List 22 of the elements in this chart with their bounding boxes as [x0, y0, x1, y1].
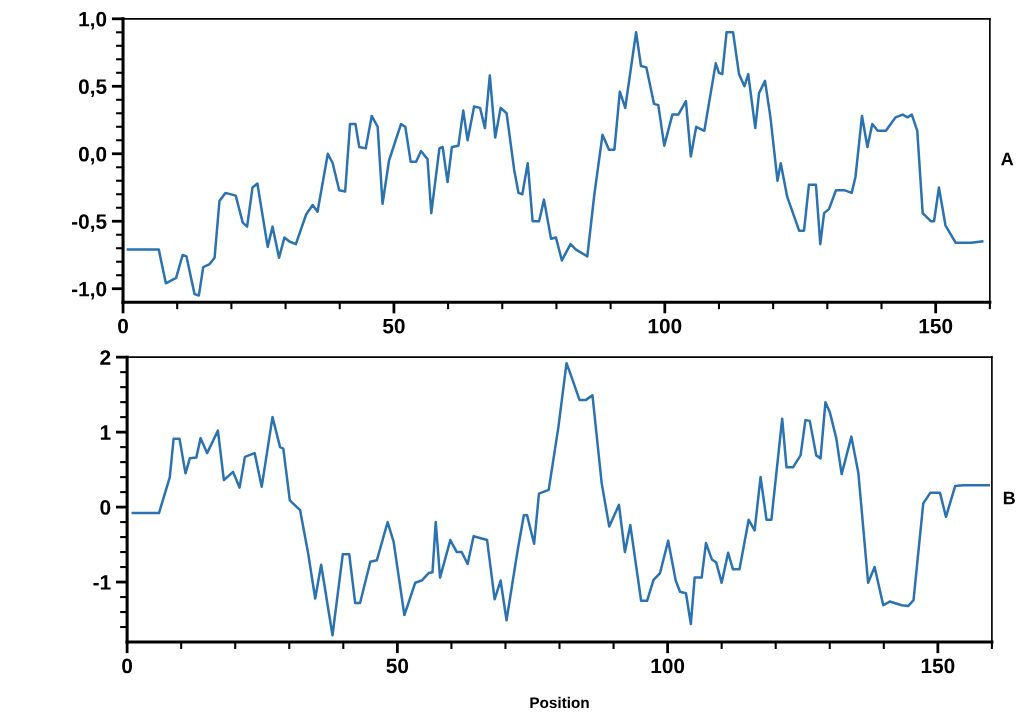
line-series: [126, 31, 984, 297]
text: B: [1003, 491, 1015, 505]
y-tick-label: -1,0: [71, 281, 107, 300]
y-tick-label: -1: [93, 575, 111, 590]
x-tick-label: 0: [118, 318, 128, 334]
x-tick-label: 50: [382, 318, 405, 334]
x-axis-title: Position: [530, 696, 589, 709]
x-tick-label: 150: [919, 318, 953, 334]
y-tick-label: -0,5: [71, 214, 107, 233]
y-tick-label: 0: [100, 500, 111, 515]
x-tick-label: 150: [921, 658, 955, 674]
text: A: [1001, 152, 1014, 166]
y-tick-label: 1,0: [79, 11, 107, 30]
y-tick-label: 1: [100, 425, 111, 440]
x-tick-label: 0: [122, 658, 133, 674]
y-tick-label: 2: [100, 350, 111, 365]
y-tick-label: 0,5: [78, 79, 107, 98]
line-series: [131, 361, 990, 637]
x-tick-label: 100: [648, 318, 682, 334]
x-tick-label: 50: [386, 658, 409, 674]
x-tick-label: 100: [651, 658, 685, 674]
y-tick-label: 0,0: [78, 146, 107, 165]
